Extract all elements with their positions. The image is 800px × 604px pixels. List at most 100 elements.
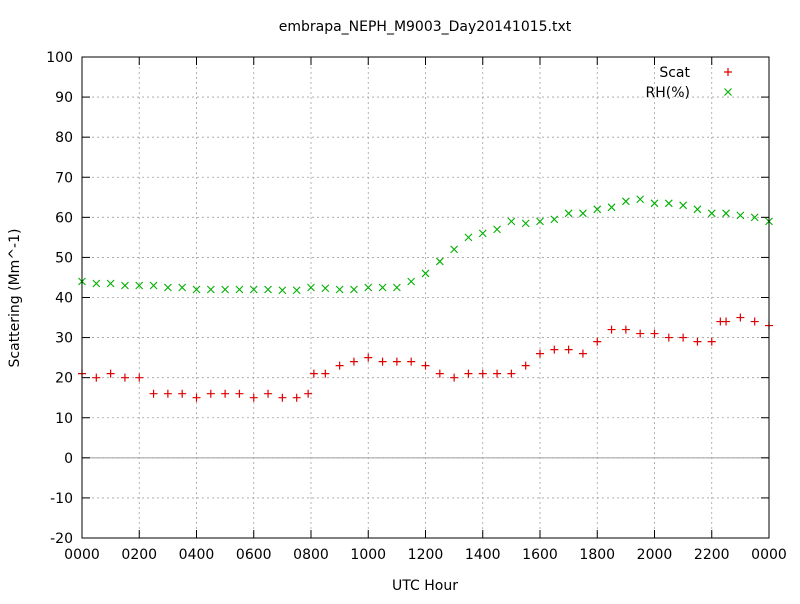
rh-point <box>550 215 559 224</box>
series-rh <box>78 195 773 295</box>
scat-point <box>407 357 416 366</box>
scat-point <box>120 373 129 382</box>
rh-point <box>621 197 630 206</box>
rh-point <box>478 229 487 238</box>
rh-point <box>121 281 129 290</box>
legend: Scat RH(%) <box>646 65 732 101</box>
y-tick-label: -10 <box>50 491 73 507</box>
axis-ticks: -20 -10 0 10 20 30 40 50 60 70 80 90 100 0000 0200 0400… <box>46 50 787 563</box>
x-tick-label: 0800 <box>293 547 329 563</box>
scat-point <box>707 337 716 346</box>
x-tick-label: 1400 <box>465 547 501 563</box>
scat-point <box>636 329 645 338</box>
x-tick-label: 0000 <box>751 547 787 563</box>
scat-point <box>249 393 258 402</box>
rh-point <box>321 284 330 293</box>
scat-point <box>206 389 215 398</box>
y-tick-label: 70 <box>55 170 73 186</box>
rh-point <box>464 233 473 242</box>
scat-point <box>421 361 430 370</box>
rh-point <box>722 209 730 218</box>
x-tick-label: 1200 <box>408 547 444 563</box>
scat-point <box>607 325 616 334</box>
rh-point <box>206 285 215 294</box>
scat-point <box>693 337 702 346</box>
rh-point <box>364 283 373 292</box>
rh-point <box>636 195 645 204</box>
scat-point <box>507 369 516 378</box>
scat-point <box>464 369 473 378</box>
x-tick-label: 0600 <box>236 547 272 563</box>
rh-point <box>335 285 344 294</box>
rh-point <box>149 281 158 290</box>
scat-point <box>278 393 287 402</box>
y-tick-label: 100 <box>46 50 73 66</box>
x-tick-label: 2000 <box>637 547 673 563</box>
x-tick-label: 1000 <box>350 547 386 563</box>
y-tick-label: 0 <box>64 451 73 467</box>
rh-point <box>493 225 501 234</box>
rh-point <box>707 209 716 218</box>
scat-point <box>163 389 172 398</box>
scat-point <box>536 349 544 358</box>
scat-point <box>564 345 573 354</box>
rh-point <box>392 283 401 292</box>
rh-point <box>579 209 587 218</box>
rh-point <box>693 205 702 214</box>
rh-point <box>92 279 101 288</box>
scat-point <box>450 373 459 382</box>
series-scat <box>78 313 773 402</box>
x-tick-label: 0200 <box>121 547 157 563</box>
scat-point <box>135 373 144 382</box>
x-tick-label: 1800 <box>579 547 615 563</box>
legend-marker-scat <box>724 68 732 76</box>
scat-point <box>493 369 502 378</box>
y-tick-label: 30 <box>55 331 73 347</box>
scat-point <box>722 317 731 326</box>
scat-point <box>750 317 759 326</box>
scat-point <box>235 389 244 398</box>
scat-point <box>335 361 344 370</box>
scat-point <box>364 353 373 362</box>
rh-point <box>421 269 430 278</box>
legend-label: RH(%) <box>646 85 690 101</box>
scat-point <box>221 389 230 398</box>
rh-point <box>278 286 287 295</box>
scat-point <box>309 369 318 378</box>
y-axis-label: Scattering (Mm^-1) <box>7 229 23 368</box>
scat-point <box>593 337 602 346</box>
rh-point <box>249 285 258 294</box>
scat-point <box>621 325 630 334</box>
scat-point <box>192 393 201 402</box>
scat-point <box>392 357 401 366</box>
scat-point <box>679 333 688 342</box>
scat-point <box>292 393 301 402</box>
x-tick-label: 1600 <box>522 547 558 563</box>
rh-point <box>350 285 358 294</box>
x-tick-label: 0400 <box>179 547 215 563</box>
rh-point <box>536 217 544 226</box>
chart-title: embrapa_NEPH_M9003_Day20141015.txt <box>279 19 572 35</box>
rh-point <box>178 283 187 292</box>
scat-point <box>106 369 115 378</box>
y-tick-label: 80 <box>55 130 73 146</box>
x-tick-label: 2200 <box>694 547 730 563</box>
scat-point <box>149 389 158 398</box>
scat-point <box>321 369 330 378</box>
y-tick-label: 40 <box>55 291 73 307</box>
x-tick-label: 0000 <box>64 547 100 563</box>
scat-point <box>650 329 659 338</box>
rh-point <box>264 285 272 294</box>
scat-point <box>304 389 313 398</box>
rh-point <box>106 279 115 288</box>
legend-marker-rh <box>724 88 732 96</box>
rh-point <box>521 219 530 228</box>
rh-point <box>163 283 172 292</box>
y-tick-label: 20 <box>55 371 73 387</box>
scat-point <box>736 313 745 322</box>
rh-point <box>292 286 301 295</box>
scat-point <box>92 373 101 382</box>
scat-point <box>578 349 587 358</box>
